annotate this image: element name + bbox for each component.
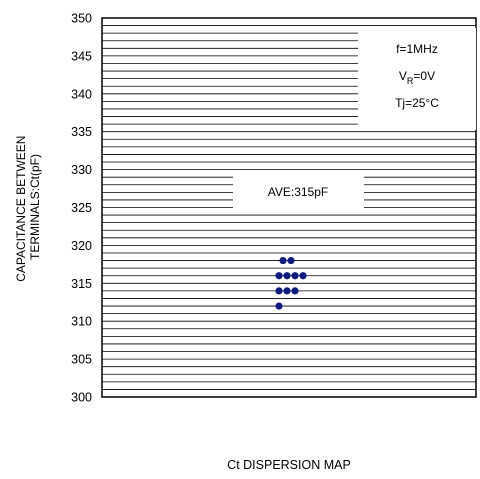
y-tick-label: 340 bbox=[71, 87, 92, 101]
average-label: AVE:315pF bbox=[268, 185, 328, 199]
y-tick-label: 300 bbox=[71, 391, 92, 405]
data-point bbox=[291, 287, 299, 295]
y-tick-label: 315 bbox=[71, 277, 92, 291]
y-tick-label: 345 bbox=[71, 49, 92, 63]
condition-junction-temp: Tj=25°C bbox=[395, 96, 439, 110]
y-tick-label: 350 bbox=[71, 12, 92, 26]
y-tick-label: 305 bbox=[71, 353, 92, 367]
chart-caption: Ct DISPERSION MAP bbox=[227, 458, 351, 472]
condition-frequency: f=1MHz bbox=[396, 42, 438, 56]
data-point bbox=[279, 256, 287, 265]
y-tick-label: 330 bbox=[71, 163, 92, 177]
data-point bbox=[275, 287, 283, 295]
data-point bbox=[275, 302, 283, 310]
y-tick-label: 325 bbox=[71, 201, 92, 215]
data-point bbox=[291, 272, 299, 280]
y-axis-label-line-1: CAPACITANCE BETWEEN bbox=[14, 136, 28, 282]
conditions-box: f=1MHz VR=0V Tj=25°C bbox=[358, 28, 476, 130]
data-point bbox=[283, 287, 291, 295]
data-point bbox=[299, 272, 307, 280]
plot-frame bbox=[101, 17, 477, 398]
data-points bbox=[275, 256, 307, 310]
y-axis-label-line-2: TERMINALS:Ct(pF) bbox=[28, 154, 42, 260]
data-point bbox=[287, 256, 295, 265]
y-tick-label: 335 bbox=[71, 125, 92, 139]
y-axis-label: CAPACITANCE BETWEEN TERMINALS:Ct(pF) bbox=[14, 132, 42, 282]
y-tick-label: 310 bbox=[71, 315, 92, 329]
average-box: AVE:315pF bbox=[233, 174, 364, 208]
y-axis-ticks: 300 305 310 315 320 325 330 335 340 345 350 bbox=[71, 12, 92, 405]
data-point bbox=[275, 272, 283, 280]
condition-reverse-voltage: VR=0V bbox=[399, 69, 435, 86]
data-point bbox=[283, 272, 291, 280]
y-tick-label: 320 bbox=[71, 239, 92, 253]
